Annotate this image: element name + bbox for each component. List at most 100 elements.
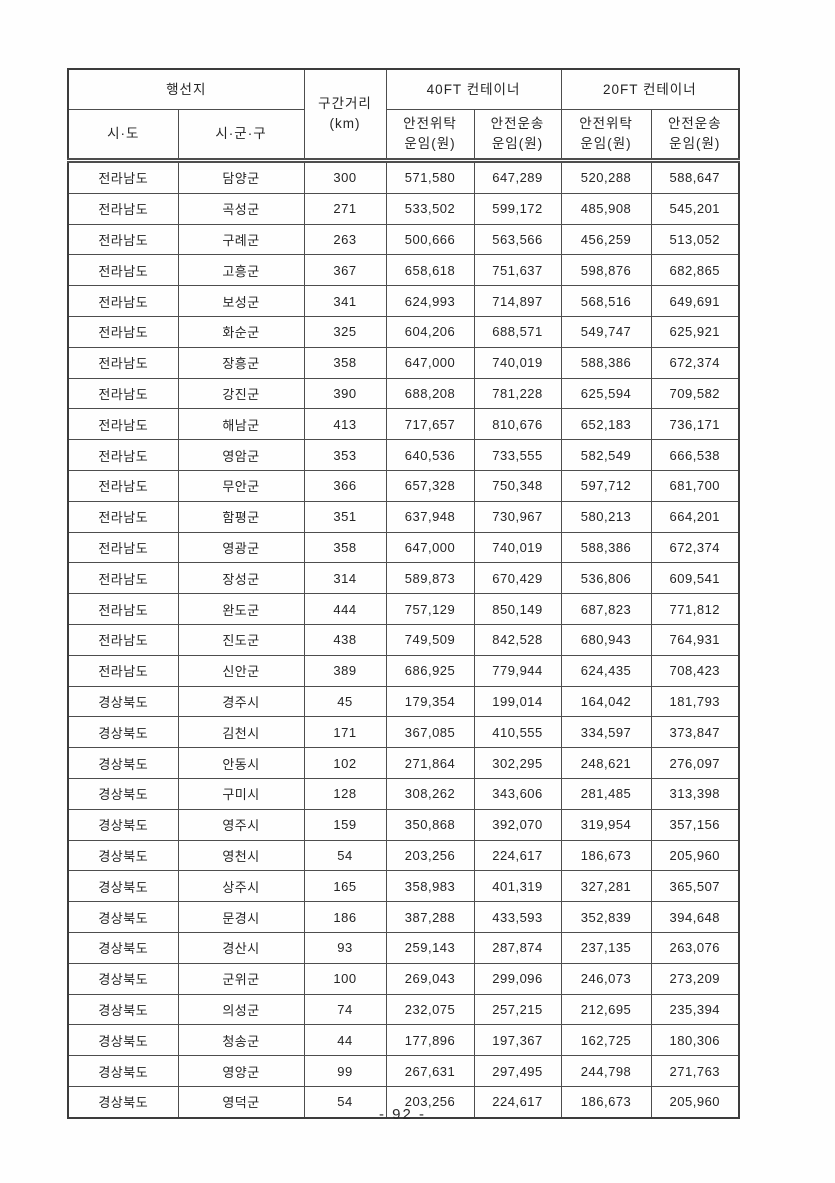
province-cell: 경상북도 (67, 685, 179, 718)
province-cell: 경상북도 (67, 993, 179, 1026)
province-cell: 전라남도 (67, 654, 179, 687)
province-cell: 전라남도 (67, 377, 179, 410)
province-cell: 경상북도 (67, 716, 179, 749)
distance-cell: 325 (303, 315, 387, 348)
header-consignment-line2: 운임(원) (404, 136, 456, 151)
distance-cell: 413 (303, 408, 387, 441)
header-40ft-consignment-fare-col: 안전위탁 운임(원) (385, 109, 475, 163)
ft20-transport-fare-cell: 682,865 (650, 254, 740, 287)
ft40-consignment-fare-cell: 358,983 (385, 870, 475, 903)
ft20-consignment-fare-cell: 624,435 (560, 654, 652, 687)
province-cell: 전라남도 (67, 315, 179, 348)
ft40-transport-fare-cell: 730,967 (473, 500, 562, 533)
distance-cell: 438 (303, 623, 387, 656)
table-row: 전라남도 함평군 351 637,948 730,967 580,213 664,201 (67, 500, 740, 533)
district-cell: 상주시 (177, 870, 305, 903)
ft20-transport-fare-cell: 708,423 (650, 654, 740, 687)
province-cell: 전라남도 (67, 346, 179, 379)
province-cell: 경상북도 (67, 808, 179, 841)
header-distance-line1: 구간거리 (318, 96, 372, 112)
district-cell: 곡성군 (177, 192, 305, 225)
ft40-consignment-fare-cell: 269,043 (385, 962, 475, 995)
header-consignment-line1: 안전위탁 (579, 116, 633, 132)
province-cell: 경상북도 (67, 962, 179, 995)
province-cell: 경상북도 (67, 931, 179, 964)
ft40-transport-fare-cell: 740,019 (473, 531, 562, 564)
header-district-col: 시·군·구 (177, 109, 305, 163)
ft20-transport-fare-cell: 271,763 (650, 1055, 740, 1087)
distance-cell: 314 (303, 562, 387, 595)
province-cell: 경상북도 (67, 747, 179, 779)
province-cell: 경상북도 (67, 1085, 179, 1119)
ft40-consignment-fare-cell: 647,000 (385, 531, 475, 564)
header-group-row: 행선지 구간거리 (km) 40FT 컨테이너 20FT 컨테이너 (67, 68, 740, 163)
ft40-transport-fare-cell: 299,096 (473, 962, 562, 995)
ft20-transport-fare-cell: 273,209 (650, 962, 740, 995)
header-transport-line2: 운임(원) (491, 136, 544, 151)
ft20-consignment-fare-cell: 456,259 (560, 223, 652, 256)
ft40-transport-fare-cell: 714,897 (473, 285, 562, 317)
ft20-transport-fare-cell: 180,306 (650, 1024, 740, 1057)
ft40-transport-fare-cell: 224,617 (473, 1085, 562, 1119)
ft20-consignment-fare-cell: 352,839 (560, 901, 652, 933)
distance-cell: 44 (303, 1024, 387, 1057)
ft20-consignment-fare-cell: 212,695 (560, 993, 652, 1026)
table-row: 전라남도 장성군 314 589,873 670,429 536,806 609,541 (67, 562, 740, 595)
district-cell: 담양군 (177, 160, 305, 194)
table-header: 행선지 구간거리 (km) 40FT 컨테이너 20FT 컨테이너 시·도 시·… (67, 68, 740, 163)
ft20-transport-fare-cell: 181,793 (650, 685, 740, 718)
ft20-transport-fare-cell: 664,201 (650, 500, 740, 533)
ft40-consignment-fare-cell: 177,896 (385, 1024, 475, 1057)
ft40-consignment-fare-cell: 688,208 (385, 377, 475, 410)
district-cell: 영양군 (177, 1055, 305, 1087)
ft20-consignment-fare-cell: 598,876 (560, 254, 652, 287)
ft40-transport-fare-cell: 297,495 (473, 1055, 562, 1087)
ft20-consignment-fare-cell: 680,943 (560, 623, 652, 656)
table-row: 전라남도 화순군 325 604,206 688,571 549,747 625,921 (67, 315, 740, 348)
district-cell: 청송군 (177, 1024, 305, 1057)
ft20-consignment-fare-cell: 582,549 (560, 439, 652, 471)
province-cell: 전라남도 (67, 500, 179, 533)
ft40-transport-fare-cell: 343,606 (473, 777, 562, 810)
header-20ft-container-group: 20FT 컨테이너 (560, 68, 740, 110)
ft40-consignment-fare-cell: 203,256 (385, 839, 475, 872)
ft40-consignment-fare-cell: 308,262 (385, 777, 475, 810)
ft20-consignment-fare-cell: 485,908 (560, 192, 652, 225)
header-distance-col: 구간거리 (km) (303, 68, 387, 163)
table-row: 전라남도 강진군 390 688,208 781,228 625,594 709,582 (67, 377, 740, 410)
ft40-consignment-fare-cell: 203,256 (385, 1085, 475, 1119)
distance-cell: 99 (303, 1055, 387, 1087)
page-number: - 92 - (378, 1106, 426, 1123)
province-cell: 전라남도 (67, 254, 179, 287)
distance-cell: 128 (303, 777, 387, 810)
table-row: 경상북도 영양군 99 267,631 297,495 244,798 271,763 (67, 1055, 740, 1087)
distance-cell: 102 (303, 747, 387, 779)
ft20-transport-fare-cell: 672,374 (650, 346, 740, 379)
header-transport-line1: 안전운송 (667, 116, 722, 132)
district-cell: 의성군 (177, 993, 305, 1026)
ft20-consignment-fare-cell: 588,386 (560, 346, 652, 379)
district-cell: 문경시 (177, 901, 305, 933)
ft20-transport-fare-cell: 666,538 (650, 439, 740, 471)
district-cell: 영암군 (177, 439, 305, 471)
ft20-consignment-fare-cell: 164,042 (560, 685, 652, 718)
ft40-consignment-fare-cell: 749,509 (385, 623, 475, 656)
ft20-transport-fare-cell: 588,647 (650, 160, 740, 194)
ft40-transport-fare-cell: 670,429 (473, 562, 562, 595)
district-cell: 구미시 (177, 777, 305, 810)
district-cell: 해남군 (177, 408, 305, 441)
ft40-transport-fare-cell: 287,874 (473, 931, 562, 964)
ft20-transport-fare-cell: 313,398 (650, 777, 740, 810)
ft20-consignment-fare-cell: 281,485 (560, 777, 652, 810)
distance-cell: 444 (303, 593, 387, 625)
ft20-transport-fare-cell: 649,691 (650, 285, 740, 317)
ft20-transport-fare-cell: 736,171 (650, 408, 740, 441)
ft20-transport-fare-cell: 625,921 (650, 315, 740, 348)
ft40-transport-fare-cell: 781,228 (473, 377, 562, 410)
ft40-transport-fare-cell: 224,617 (473, 839, 562, 872)
ft40-transport-fare-cell: 733,555 (473, 439, 562, 471)
district-cell: 장흥군 (177, 346, 305, 379)
ft40-consignment-fare-cell: 571,580 (385, 160, 475, 194)
province-cell: 전라남도 (67, 285, 179, 317)
